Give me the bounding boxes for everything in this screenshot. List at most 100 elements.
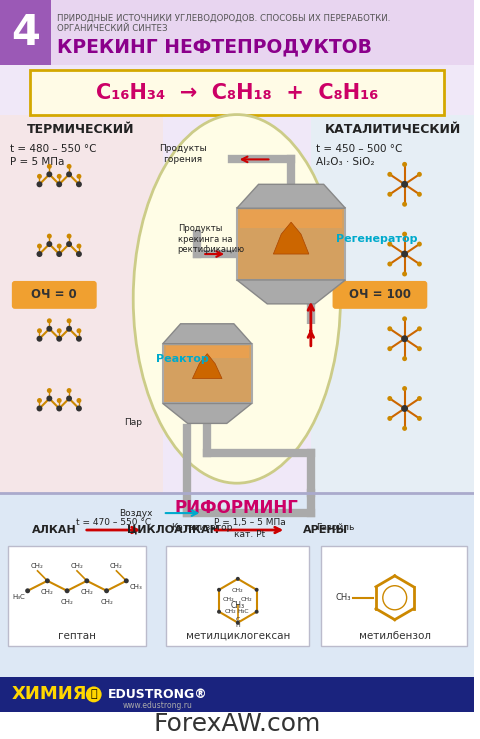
Bar [0, 0, 474, 65]
Ellipse shape [133, 115, 340, 483]
Bar [8, 546, 146, 646]
Circle shape [236, 621, 240, 624]
Circle shape [76, 174, 82, 179]
Text: ForexAW.com: ForexAW.com [153, 712, 321, 736]
Circle shape [47, 234, 52, 239]
Bar [30, 69, 444, 115]
Circle shape [417, 346, 422, 351]
Bar [0, 115, 163, 493]
Text: РИФОРМИНГ: РИФОРМИНГ [175, 499, 299, 517]
Text: Газойль: Газойль [316, 523, 354, 532]
Circle shape [217, 610, 221, 613]
Circle shape [57, 244, 61, 248]
FancyBboxPatch shape [12, 281, 96, 309]
Polygon shape [237, 280, 346, 304]
Circle shape [402, 231, 407, 236]
Circle shape [37, 398, 42, 403]
Circle shape [37, 244, 42, 248]
Circle shape [402, 426, 407, 431]
Text: КРЕКИНГ НЕФТЕПРОДУКТОВ: КРЕКИНГ НЕФТЕПРОДУКТОВ [57, 38, 372, 57]
Bar [311, 115, 474, 493]
Circle shape [401, 251, 408, 257]
Circle shape [66, 395, 72, 401]
Circle shape [47, 395, 52, 401]
Text: CH₂: CH₂ [41, 589, 54, 595]
Bar [237, 208, 346, 280]
Text: Р = 1,5 – 5 МПа: Р = 1,5 – 5 МПа [214, 517, 286, 527]
Text: ТЕРМИЧЕСКИЙ: ТЕРМИЧЕСКИЙ [27, 123, 135, 136]
Circle shape [402, 271, 407, 276]
Text: ОЧ = 100: ОЧ = 100 [349, 288, 411, 302]
Text: ПРИРОДНЫЕ ИСТОЧНИКИ УГЛЕВОДОРОДОВ. СПОСОБЫ ИХ ПЕРЕРАБОТКИ.
ОРГАНИЧЕСКИЙ СИНТЕЗ: ПРИРОДНЫЕ ИСТОЧНИКИ УГЛЕВОДОРОДОВ. СПОСО… [57, 14, 391, 33]
FancyBboxPatch shape [333, 281, 427, 309]
Circle shape [67, 234, 72, 239]
Text: CH₂: CH₂ [223, 597, 235, 602]
Text: CH₃: CH₃ [336, 593, 351, 602]
Circle shape [255, 588, 259, 592]
Circle shape [417, 192, 422, 197]
Bar [166, 546, 309, 646]
Circle shape [402, 356, 407, 361]
Polygon shape [163, 324, 252, 344]
Circle shape [387, 192, 392, 197]
Circle shape [402, 162, 407, 167]
Polygon shape [163, 403, 252, 423]
Text: CH₂: CH₂ [110, 563, 123, 569]
Circle shape [47, 241, 52, 247]
Circle shape [76, 181, 82, 187]
Bar [0, 678, 474, 712]
Text: CH₃: CH₃ [231, 601, 245, 610]
Circle shape [56, 406, 62, 412]
Circle shape [66, 326, 72, 332]
Text: t = 480 – 550 °С: t = 480 – 550 °С [10, 144, 96, 154]
Circle shape [417, 172, 422, 177]
Circle shape [36, 406, 42, 412]
Text: Продукты
горения: Продукты горения [159, 144, 206, 164]
Circle shape [67, 388, 72, 393]
Circle shape [67, 164, 72, 169]
Text: CH₂: CH₂ [81, 589, 93, 595]
Circle shape [76, 336, 82, 341]
Circle shape [57, 398, 61, 403]
Bar [321, 546, 467, 646]
Circle shape [36, 181, 42, 187]
Text: кат. Pt: кат. Pt [234, 531, 265, 539]
Circle shape [401, 181, 408, 188]
Circle shape [76, 398, 82, 403]
Circle shape [47, 319, 52, 323]
Polygon shape [237, 184, 346, 208]
Text: ОЧ = 0: ОЧ = 0 [31, 288, 77, 302]
Circle shape [47, 388, 52, 393]
Text: CH₂: CH₂ [31, 563, 44, 569]
Text: гептан: гептан [58, 630, 96, 641]
Circle shape [66, 241, 72, 247]
Text: CH₂: CH₂ [232, 588, 244, 593]
Text: CH₃: CH₃ [129, 584, 142, 590]
Text: t = 450 – 500 °С: t = 450 – 500 °С [316, 144, 402, 154]
Circle shape [402, 316, 407, 321]
Bar [163, 344, 252, 403]
Text: C
H: C H [236, 617, 240, 628]
Bar [240, 210, 342, 264]
Circle shape [37, 328, 42, 333]
Circle shape [236, 577, 240, 581]
Text: АРЕНЫ: АРЕНЫ [303, 525, 348, 535]
Circle shape [86, 687, 102, 702]
Text: t = 470 – 550 °С: t = 470 – 550 °С [76, 517, 151, 527]
Polygon shape [273, 222, 309, 254]
Text: 4: 4 [11, 12, 40, 54]
Circle shape [66, 171, 72, 177]
Bar [166, 346, 249, 358]
Circle shape [47, 164, 52, 169]
Text: C₁₆H₃₄  →  C₈H₁₈  +  C₈H₁₆: C₁₆H₃₄ → C₈H₁₈ + C₈H₁₆ [96, 83, 378, 103]
Circle shape [417, 262, 422, 267]
Circle shape [417, 242, 422, 247]
Circle shape [57, 174, 61, 179]
Text: Реактор: Реактор [156, 354, 209, 364]
Text: Катализатор: Катализатор [172, 523, 233, 532]
Circle shape [124, 579, 129, 583]
Text: H₃C: H₃C [12, 593, 24, 600]
Circle shape [45, 579, 50, 583]
Circle shape [56, 181, 62, 187]
Circle shape [387, 416, 392, 421]
